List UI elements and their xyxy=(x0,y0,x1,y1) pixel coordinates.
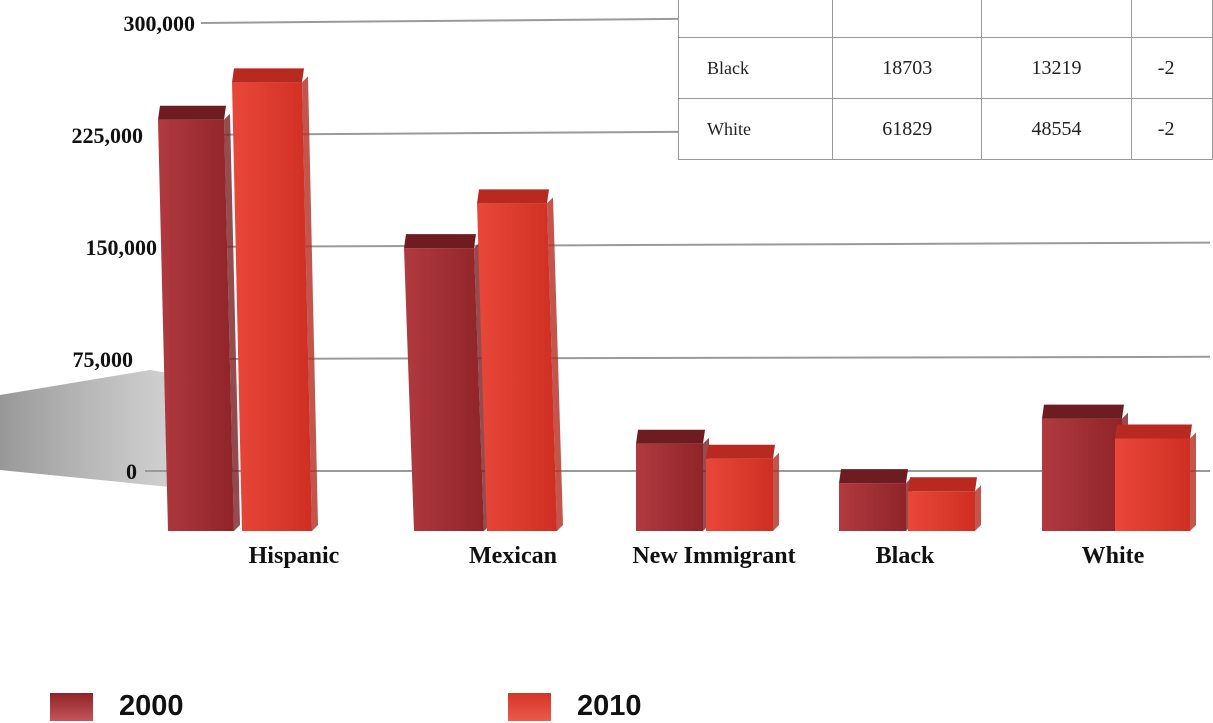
legend-item-2000: 2000 xyxy=(50,690,184,723)
x-category-label-black: Black xyxy=(876,543,935,569)
bar-mexican-2000 xyxy=(404,234,490,531)
bar-mexican-2010 xyxy=(477,189,563,531)
table-cell-v2010 xyxy=(981,0,1132,38)
bar-hispanic-2000 xyxy=(158,105,240,531)
bar-black-2000 xyxy=(839,469,912,531)
legend-swatch-2010 xyxy=(508,692,551,721)
gridline-150000 xyxy=(168,241,1211,248)
bar-black-2010 xyxy=(908,477,981,531)
x-category-label-new-immigrant: New Immigrant xyxy=(632,543,795,569)
table-cell-change: -2 xyxy=(1130,37,1213,99)
legend-label-2010: 2010 xyxy=(577,690,642,722)
data-table: Black 18703 13219 -2 White 61829 48554 -2 xyxy=(677,0,1213,160)
table-cell-label: White xyxy=(677,98,834,160)
bar-new-immigrant-2000 xyxy=(636,429,709,531)
y-tick-label-75000: 75,000 xyxy=(73,347,134,372)
table-row xyxy=(677,0,1213,38)
gridline-75000 xyxy=(170,355,1211,360)
table-cell-v2000: 61829 xyxy=(832,98,983,160)
bar-hispanic-2010 xyxy=(232,68,318,531)
y-tick-label-300000: 300,000 xyxy=(124,11,196,36)
bar-white-2010 xyxy=(1115,424,1196,531)
bar-new-immigrant-2010 xyxy=(706,444,779,531)
table-row: White 61829 48554 -2 xyxy=(677,98,1213,160)
table-row: Black 18703 13219 -2 xyxy=(677,37,1213,99)
x-category-label-hispanic: Hispanic xyxy=(249,543,340,569)
table-cell-change xyxy=(1130,0,1213,38)
legend-item-2010: 2010 xyxy=(508,690,642,723)
y-tick-label-225000: 225,000 xyxy=(72,123,144,148)
table-cell-change: -2 xyxy=(1130,98,1213,160)
table-cell-v2010: 13219 xyxy=(981,37,1132,99)
legend-swatch-2000 xyxy=(50,692,93,721)
table-cell-v2000: 18703 xyxy=(832,37,983,99)
x-category-label-white: White xyxy=(1082,543,1145,569)
table-cell-label: Black xyxy=(677,37,834,99)
table-cell-v2010: 48554 xyxy=(981,98,1132,160)
y-tick-label-150000: 150,000 xyxy=(86,235,158,260)
table-cell-v2000 xyxy=(832,0,983,38)
legend-label-2000: 2000 xyxy=(119,690,184,722)
table-cell-label xyxy=(677,0,834,38)
y-tick-label-0: 0 xyxy=(126,459,137,484)
x-category-label-mexican: Mexican xyxy=(469,543,557,569)
